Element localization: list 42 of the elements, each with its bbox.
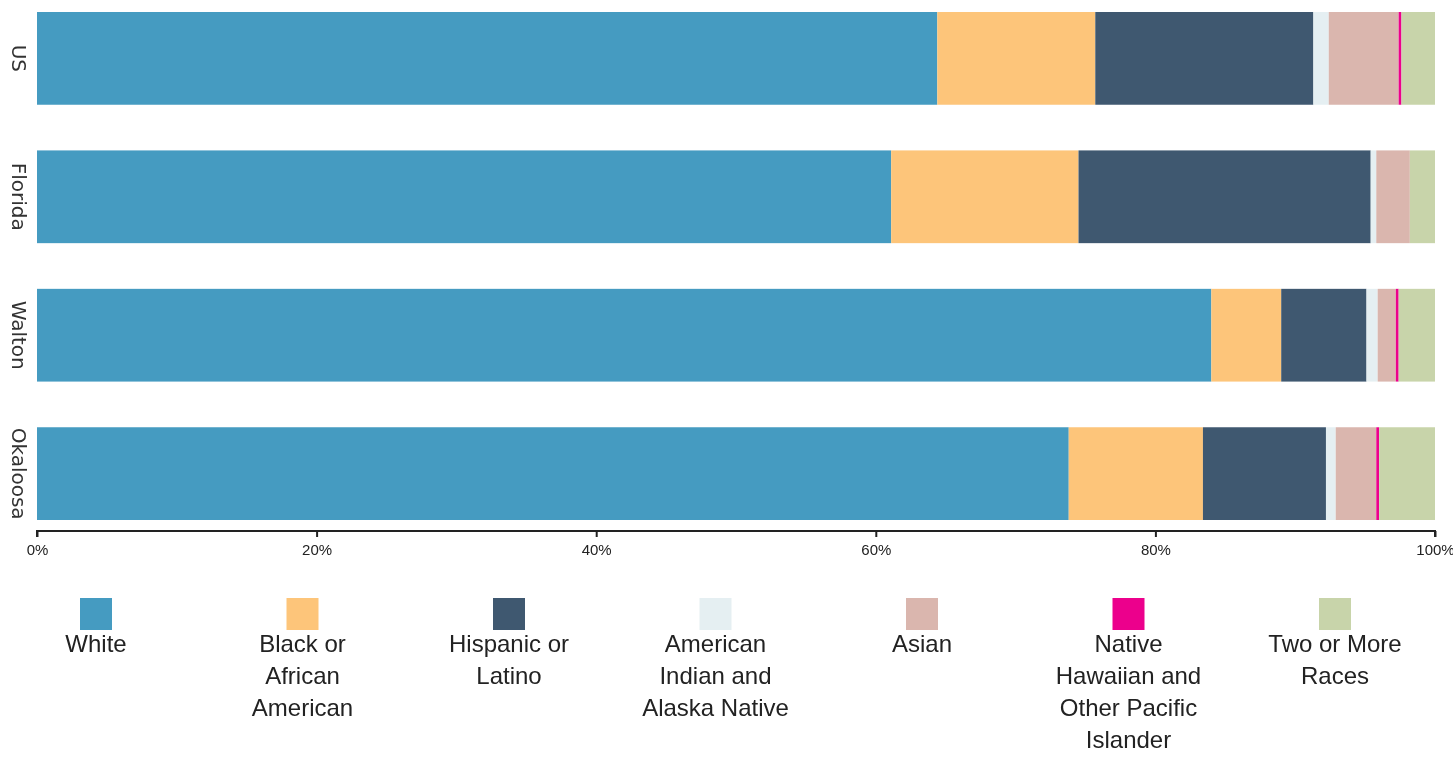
bar xyxy=(37,427,1069,520)
bar xyxy=(1376,150,1410,244)
y-tick-label: Florida xyxy=(7,162,31,231)
bar xyxy=(1409,150,1435,244)
bar xyxy=(37,150,892,244)
bar xyxy=(1366,288,1378,382)
x-tick-label: 80% xyxy=(1140,541,1171,558)
bar xyxy=(1325,427,1336,520)
x-tick-label: 40% xyxy=(581,541,612,558)
legend-label: Asian xyxy=(891,630,953,657)
bar xyxy=(1281,288,1367,382)
legend-label: Black or African American xyxy=(251,630,354,721)
bar xyxy=(1211,288,1282,382)
legend-label: Native Hawaiian and Other Pacific Islander xyxy=(1055,630,1202,753)
bar xyxy=(37,288,1212,382)
legend-label: American Indian and Alaska Native xyxy=(642,630,789,721)
bar xyxy=(1395,288,1399,382)
bar xyxy=(937,12,1096,105)
y-tick-label: Walton xyxy=(7,300,31,370)
bar xyxy=(1376,427,1380,520)
bar xyxy=(37,12,938,105)
bar xyxy=(1328,12,1399,105)
bar xyxy=(1202,427,1326,520)
legend-label: White xyxy=(65,630,127,657)
bar xyxy=(1377,288,1396,382)
bar xyxy=(1379,427,1435,520)
bar xyxy=(1068,427,1203,520)
bar xyxy=(1078,150,1371,244)
bar xyxy=(1401,12,1435,105)
y-tick-label: Okaloosa xyxy=(7,427,31,520)
legend-label: Hispanic or Latino xyxy=(448,630,570,689)
y-tick-label: US xyxy=(7,44,31,73)
bar xyxy=(1313,12,1329,105)
x-tick-label: 60% xyxy=(861,541,892,558)
legend-label: Two or More Races xyxy=(1268,630,1402,689)
bar xyxy=(1095,12,1314,105)
x-tick-label: 0% xyxy=(26,541,49,558)
x-tick-label: 20% xyxy=(302,541,333,558)
bar xyxy=(1398,288,1435,382)
bar xyxy=(1370,150,1377,244)
bar xyxy=(891,150,1079,244)
bar xyxy=(1335,427,1377,520)
